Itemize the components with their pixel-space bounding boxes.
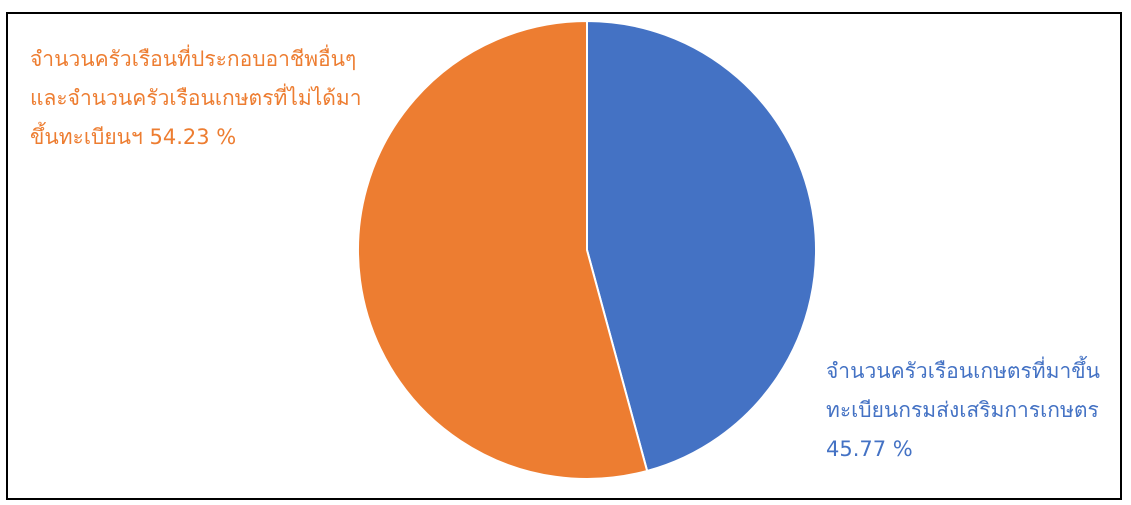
pie-slice-registered-households [586, 19, 817, 473]
slice-label-line: ทะเบียนกรมส่งเสริมการเกษตร [826, 398, 1099, 422]
slice-label-line: และจำนวนครัวเรือนเกษตรที่ไม่ได้มา [30, 86, 362, 110]
slice-label-registered-households: จำนวนครัวเรือนเกษตรที่มาขึ้น ทะเบียนกรมส… [826, 352, 1100, 469]
chart-frame: จำนวนครัวเรือนที่ประกอบอาชีพอื่นๆ และจำน… [6, 12, 1122, 500]
slice-label-line: 45.77 % [826, 437, 913, 461]
slice-label-line: จำนวนครัวเรือนที่ประกอบอาชีพอื่นๆ [30, 47, 357, 71]
slice-label-line: จำนวนครัวเรือนเกษตรที่มาขึ้น [826, 359, 1100, 383]
pie-chart [357, 19, 817, 480]
slice-label-other-households: จำนวนครัวเรือนที่ประกอบอาชีพอื่นๆ และจำน… [30, 40, 362, 157]
slice-label-line: ขึ้นทะเบียนฯ 54.23 % [30, 125, 237, 149]
pie-slice-other-households [357, 19, 649, 480]
